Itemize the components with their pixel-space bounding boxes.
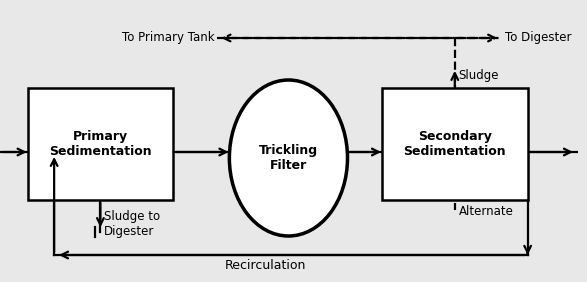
Text: To Primary Tank: To Primary Tank — [122, 32, 215, 45]
Bar — [382, 88, 528, 200]
Bar — [28, 88, 173, 200]
Text: Sludge: Sludge — [458, 69, 499, 83]
Text: Recirculation: Recirculation — [225, 259, 306, 272]
Text: Primary
Sedimentation: Primary Sedimentation — [49, 130, 151, 158]
Text: Alternate: Alternate — [458, 205, 514, 218]
Text: Sludge to
Digester: Sludge to Digester — [104, 210, 160, 238]
Ellipse shape — [230, 80, 348, 236]
Text: Secondary
Sedimentation: Secondary Sedimentation — [403, 130, 506, 158]
Text: To Digester: To Digester — [505, 32, 572, 45]
Text: Trickling
Filter: Trickling Filter — [259, 144, 318, 172]
